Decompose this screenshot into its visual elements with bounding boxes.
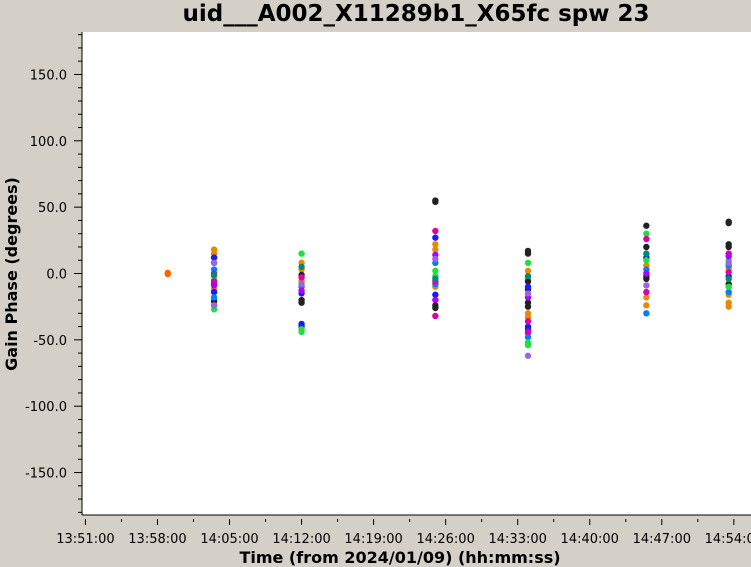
y-tick-label: -100.0 (25, 400, 67, 415)
data-point (298, 287, 305, 294)
data-points (164, 197, 732, 359)
y-axis: 150.0 100.0 50.0 0.0 -50.0 -100.0 -150.0 (25, 34, 82, 513)
x-axis: 13:51:00 13:58:00 14:05:00 14:12:00 14:19:00… (56, 519, 751, 547)
data-point (643, 310, 650, 317)
data-point (298, 274, 305, 281)
data-point (432, 304, 439, 312)
data-point (298, 299, 305, 306)
data-point (524, 303, 532, 310)
data-point (725, 219, 732, 227)
data-point (524, 267, 532, 275)
data-point (725, 275, 732, 283)
data-point (643, 257, 650, 264)
y-tick-label: -150.0 (25, 467, 67, 482)
data-point (524, 290, 532, 297)
data-point (298, 328, 305, 336)
data-point (643, 275, 650, 283)
data-point (432, 312, 439, 320)
y-tick-label: 150.0 (30, 68, 67, 83)
data-point (524, 250, 532, 257)
data-point (432, 275, 439, 283)
data-point (432, 227, 439, 235)
data-point (524, 352, 532, 359)
data-point (643, 294, 650, 301)
data-point (643, 230, 650, 237)
data-point (432, 296, 439, 304)
data-point (524, 283, 532, 290)
data-point (643, 222, 650, 229)
data-point (298, 263, 305, 271)
data-point (210, 294, 218, 301)
data-point (725, 288, 732, 296)
data-point (432, 197, 439, 204)
data-point (432, 241, 439, 248)
data-point (210, 288, 218, 296)
y-tick-label: 50.0 (38, 201, 67, 216)
data-point (524, 272, 532, 280)
data-point (643, 288, 650, 296)
data-point (210, 259, 218, 267)
data-point (725, 303, 732, 310)
x-tick-label: 14:19:00 (344, 532, 402, 547)
data-point (643, 270, 650, 277)
plot-area (82, 32, 751, 515)
data-point (432, 234, 439, 241)
data-point (725, 253, 732, 260)
data-point (524, 318, 532, 325)
data-point (298, 280, 305, 288)
data-point (524, 333, 532, 341)
y-tick-label: 100.0 (30, 135, 67, 150)
x-tick-label: 14:40:00 (561, 532, 619, 547)
x-tick-label: 14:33:00 (489, 532, 547, 547)
data-point (298, 250, 305, 257)
data-point (432, 291, 439, 298)
data-point (524, 259, 532, 267)
data-point (725, 259, 732, 267)
data-point (725, 268, 732, 276)
data-point (210, 254, 218, 261)
x-tick-label: 14:26:00 (416, 532, 474, 547)
x-tick-label: 14:05:00 (200, 532, 258, 547)
data-point (643, 243, 650, 251)
x-tick-label: 13:51:00 (56, 532, 114, 547)
data-point (643, 250, 650, 257)
x-tick-label: 13:58:00 (128, 532, 186, 547)
data-point (210, 282, 218, 289)
data-point (210, 271, 218, 279)
data-point (643, 235, 650, 243)
data-point (432, 246, 439, 253)
chart-title: uid___A002_X11289b1_X65fc spw 23 (182, 1, 649, 27)
data-point (725, 243, 732, 251)
data-point (643, 282, 650, 289)
x-tick-label: 14:12:00 (272, 532, 330, 547)
data-point (524, 328, 532, 336)
data-point (643, 302, 650, 309)
x-tick-label: 14:47:00 (633, 532, 691, 547)
x-tick-label: 14:54:00 (705, 532, 751, 547)
y-axis-label: Gain Phase (degrees) (2, 177, 21, 371)
data-point (524, 278, 532, 285)
data-point (524, 341, 532, 349)
y-tick-label: -50.0 (33, 334, 67, 349)
data-point (432, 255, 439, 263)
y-tick-label: 0.0 (46, 268, 67, 283)
data-point (210, 302, 218, 309)
data-point (725, 283, 732, 290)
x-axis-label: Time (from 2024/01/09) (hh:mm:ss) (239, 548, 560, 567)
data-point (164, 270, 171, 278)
data-point (432, 267, 439, 275)
